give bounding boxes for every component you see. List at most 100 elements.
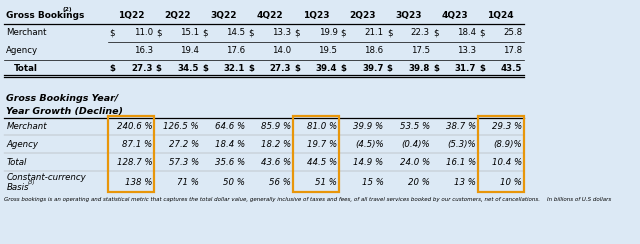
Text: Gross Bookings: Gross Bookings <box>6 10 84 20</box>
Text: 32.1: 32.1 <box>224 64 245 73</box>
Text: 13 %: 13 % <box>454 178 476 187</box>
Text: 3Q23: 3Q23 <box>395 10 422 20</box>
Text: 14.9 %: 14.9 % <box>353 158 383 167</box>
Text: 64.6 %: 64.6 % <box>215 122 245 131</box>
Text: 22.3: 22.3 <box>411 28 430 37</box>
Text: 2Q22: 2Q22 <box>164 10 191 20</box>
Text: 18.4: 18.4 <box>457 28 476 37</box>
Text: $: $ <box>433 64 439 73</box>
Text: 34.5: 34.5 <box>177 64 199 73</box>
Text: 50 %: 50 % <box>223 178 245 187</box>
Text: Merchant: Merchant <box>6 122 47 131</box>
Text: 17.5: 17.5 <box>411 46 430 55</box>
Text: $: $ <box>479 64 485 73</box>
Text: 24.0 %: 24.0 % <box>399 158 430 167</box>
Text: 27.2 %: 27.2 % <box>169 140 199 149</box>
Text: (5.3)%: (5.3)% <box>447 140 476 149</box>
Text: 21.1: 21.1 <box>365 28 383 37</box>
Text: 19.9: 19.9 <box>319 28 337 37</box>
Text: 39.8: 39.8 <box>408 64 430 73</box>
Text: $: $ <box>202 64 208 73</box>
Text: 19.5: 19.5 <box>319 46 337 55</box>
Text: (2): (2) <box>63 7 72 12</box>
Text: 27.3: 27.3 <box>269 64 291 73</box>
Text: 4Q23: 4Q23 <box>441 10 468 20</box>
Text: 56 %: 56 % <box>269 178 291 187</box>
Text: 4Q22: 4Q22 <box>257 10 283 20</box>
Text: $: $ <box>294 28 300 37</box>
Text: Gross bookings is an operating and statistical metric that captures the total do: Gross bookings is an operating and stati… <box>4 197 611 202</box>
Text: 43.5: 43.5 <box>500 64 522 73</box>
Text: 39.4: 39.4 <box>316 64 337 73</box>
Text: $: $ <box>387 28 392 37</box>
Text: 2Q23: 2Q23 <box>349 10 375 20</box>
Text: $: $ <box>109 64 116 73</box>
Text: 240.6 %: 240.6 % <box>117 122 153 131</box>
Text: $: $ <box>294 64 300 73</box>
Text: $: $ <box>248 64 254 73</box>
Text: 29.3 %: 29.3 % <box>492 122 522 131</box>
Text: $: $ <box>109 28 115 37</box>
Text: 35.6 %: 35.6 % <box>215 158 245 167</box>
Text: 18.2 %: 18.2 % <box>261 140 291 149</box>
Text: $: $ <box>479 28 484 37</box>
Text: $: $ <box>340 28 346 37</box>
Text: 10.4 %: 10.4 % <box>492 158 522 167</box>
Text: 31.7: 31.7 <box>454 64 476 73</box>
Text: 14.5: 14.5 <box>226 28 245 37</box>
Text: 51 %: 51 % <box>316 178 337 187</box>
Text: 19.4: 19.4 <box>180 46 199 55</box>
Text: Year Growth (Decline): Year Growth (Decline) <box>6 107 124 116</box>
Text: $: $ <box>340 64 347 73</box>
Text: (3): (3) <box>28 180 35 185</box>
Text: (0.4)%: (0.4)% <box>401 140 430 149</box>
Text: 57.3 %: 57.3 % <box>169 158 199 167</box>
Text: 16.1 %: 16.1 % <box>445 158 476 167</box>
Text: 71 %: 71 % <box>177 178 199 187</box>
Text: 1Q23: 1Q23 <box>303 10 329 20</box>
Text: (4.5)%: (4.5)% <box>355 140 383 149</box>
Text: 38.7 %: 38.7 % <box>445 122 476 131</box>
Text: 11.0: 11.0 <box>134 28 153 37</box>
Text: 27.3: 27.3 <box>131 64 153 73</box>
Text: Gross Bookings Year/: Gross Bookings Year/ <box>6 94 118 103</box>
Text: Total: Total <box>6 158 27 167</box>
Text: 53.5 %: 53.5 % <box>399 122 430 131</box>
Text: Basis: Basis <box>6 183 29 192</box>
Text: 10 %: 10 % <box>500 178 522 187</box>
Text: $: $ <box>433 28 438 37</box>
Text: (8.9)%: (8.9)% <box>493 140 522 149</box>
Text: $: $ <box>156 64 162 73</box>
Text: 3Q22: 3Q22 <box>211 10 237 20</box>
Text: 44.5 %: 44.5 % <box>307 158 337 167</box>
Text: 128.7 %: 128.7 % <box>117 158 153 167</box>
Text: $: $ <box>387 64 393 73</box>
Text: 81.0 %: 81.0 % <box>307 122 337 131</box>
Text: 17.8: 17.8 <box>503 46 522 55</box>
Text: Agency: Agency <box>6 46 38 55</box>
Text: 16.3: 16.3 <box>134 46 153 55</box>
Text: $: $ <box>202 28 207 37</box>
Text: 39.7: 39.7 <box>362 64 383 73</box>
Text: 13.3: 13.3 <box>272 28 291 37</box>
Text: 87.1 %: 87.1 % <box>122 140 153 149</box>
Text: 1Q24: 1Q24 <box>487 10 514 20</box>
Text: 15.1: 15.1 <box>180 28 199 37</box>
Text: 20 %: 20 % <box>408 178 430 187</box>
Text: Total: Total <box>13 64 38 73</box>
Text: 18.4 %: 18.4 % <box>215 140 245 149</box>
Text: Merchant: Merchant <box>6 28 47 37</box>
Text: 85.9 %: 85.9 % <box>261 122 291 131</box>
Text: Agency: Agency <box>6 140 38 149</box>
Text: 43.6 %: 43.6 % <box>261 158 291 167</box>
Text: 14.0: 14.0 <box>272 46 291 55</box>
Text: 138 %: 138 % <box>125 178 153 187</box>
Text: 19.7 %: 19.7 % <box>307 140 337 149</box>
Text: 13.3: 13.3 <box>457 46 476 55</box>
Text: 15 %: 15 % <box>362 178 383 187</box>
Text: $: $ <box>248 28 253 37</box>
Text: Constant-currency: Constant-currency <box>6 173 86 183</box>
Text: $: $ <box>156 28 161 37</box>
Text: 17.6: 17.6 <box>226 46 245 55</box>
Text: 25.8: 25.8 <box>503 28 522 37</box>
